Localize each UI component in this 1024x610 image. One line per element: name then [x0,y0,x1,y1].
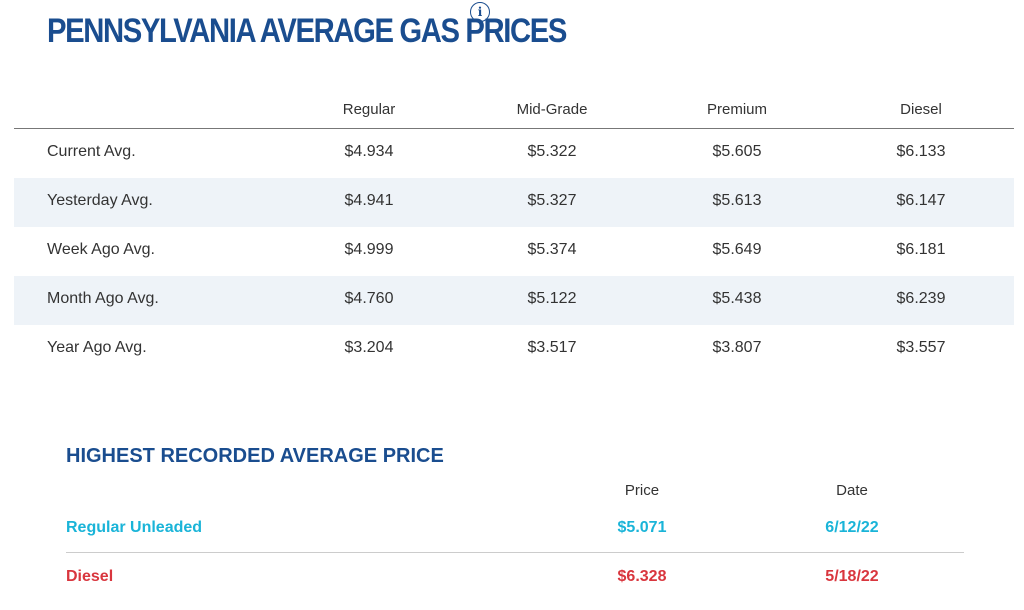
price-cell-premium: $3.807 [712,339,762,356]
info-icon[interactable]: i [470,2,490,22]
row-label: Month Ago Avg. [47,290,159,307]
price-cell-regular: $4.941 [344,192,394,209]
price-cell-diesel: $6.181 [896,241,946,258]
column-header-mid-grade: Mid-Grade [516,101,588,118]
table-row-year-ago: Year Ago Avg. $3.204 $3.517 $3.807 $3.55… [14,325,1014,374]
page-header: Pennsylvania Average Gas Prices [47,8,650,54]
table-row-month-ago: Month Ago Avg. $4.760 $5.122 $5.438 $6.2… [14,276,1014,325]
column-header-premium: Premium [706,101,768,118]
highest-recorded-section: HIGHEST RECORDED AVERAGE PRICE Price Dat… [66,444,964,601]
record-date: 6/12/22 [825,519,879,536]
column-header-date: Date [836,482,868,499]
price-cell-mid-grade: $3.517 [527,339,577,356]
price-cell-regular: $4.999 [344,241,394,258]
record-price: $6.328 [617,568,667,585]
row-label: Year Ago Avg. [47,339,147,356]
table-row-current: Current Avg. $4.934 $5.322 $5.605 $6.133 [14,129,1014,178]
price-cell-regular: $4.934 [344,143,394,160]
price-cell-premium: $5.605 [712,143,762,160]
price-cell-diesel: $6.133 [896,143,946,160]
record-row-regular-unleaded: Regular Unleaded $5.071 6/12/22 [66,504,964,553]
section-title: HIGHEST RECORDED AVERAGE PRICE [66,445,444,467]
price-cell-diesel: $6.147 [896,192,946,209]
price-cell-mid-grade: $5.322 [527,143,577,160]
price-cell-diesel: $6.239 [896,290,946,307]
price-cell-mid-grade: $5.122 [527,290,577,307]
record-label: Regular Unleaded [66,519,203,536]
column-header-diesel: Diesel [900,101,942,118]
table-row-week-ago: Week Ago Avg. $4.999 $5.374 $5.649 $6.18… [14,227,1014,276]
record-row-diesel: Diesel $6.328 5/18/22 [66,553,964,601]
row-label: Yesterday Avg. [47,192,153,209]
record-label: Diesel [66,568,114,585]
price-cell-diesel: $3.557 [896,339,946,356]
column-header-regular: Regular [342,101,396,118]
price-cell-regular: $4.760 [344,290,394,307]
gas-price-table: Regular Mid-Grade Premium Diesel Current… [14,92,1014,374]
price-cell-premium: $5.613 [712,192,762,209]
price-cell-mid-grade: $5.327 [527,192,577,209]
price-cell-premium: $5.438 [712,290,762,307]
price-cell-mid-grade: $5.374 [527,241,577,258]
row-label: Current Avg. [47,143,136,160]
row-label: Week Ago Avg. [47,241,155,258]
price-cell-premium: $5.649 [712,241,762,258]
table-row-yesterday: Yesterday Avg. $4.941 $5.327 $5.613 $6.1… [14,178,1014,227]
record-header: Price Date [66,468,964,504]
column-header-price: Price [624,482,660,499]
record-price: $5.071 [617,519,667,536]
record-date: 5/18/22 [825,568,879,585]
table-header: Regular Mid-Grade Premium Diesel [14,92,1014,129]
price-cell-regular: $3.204 [344,339,394,356]
